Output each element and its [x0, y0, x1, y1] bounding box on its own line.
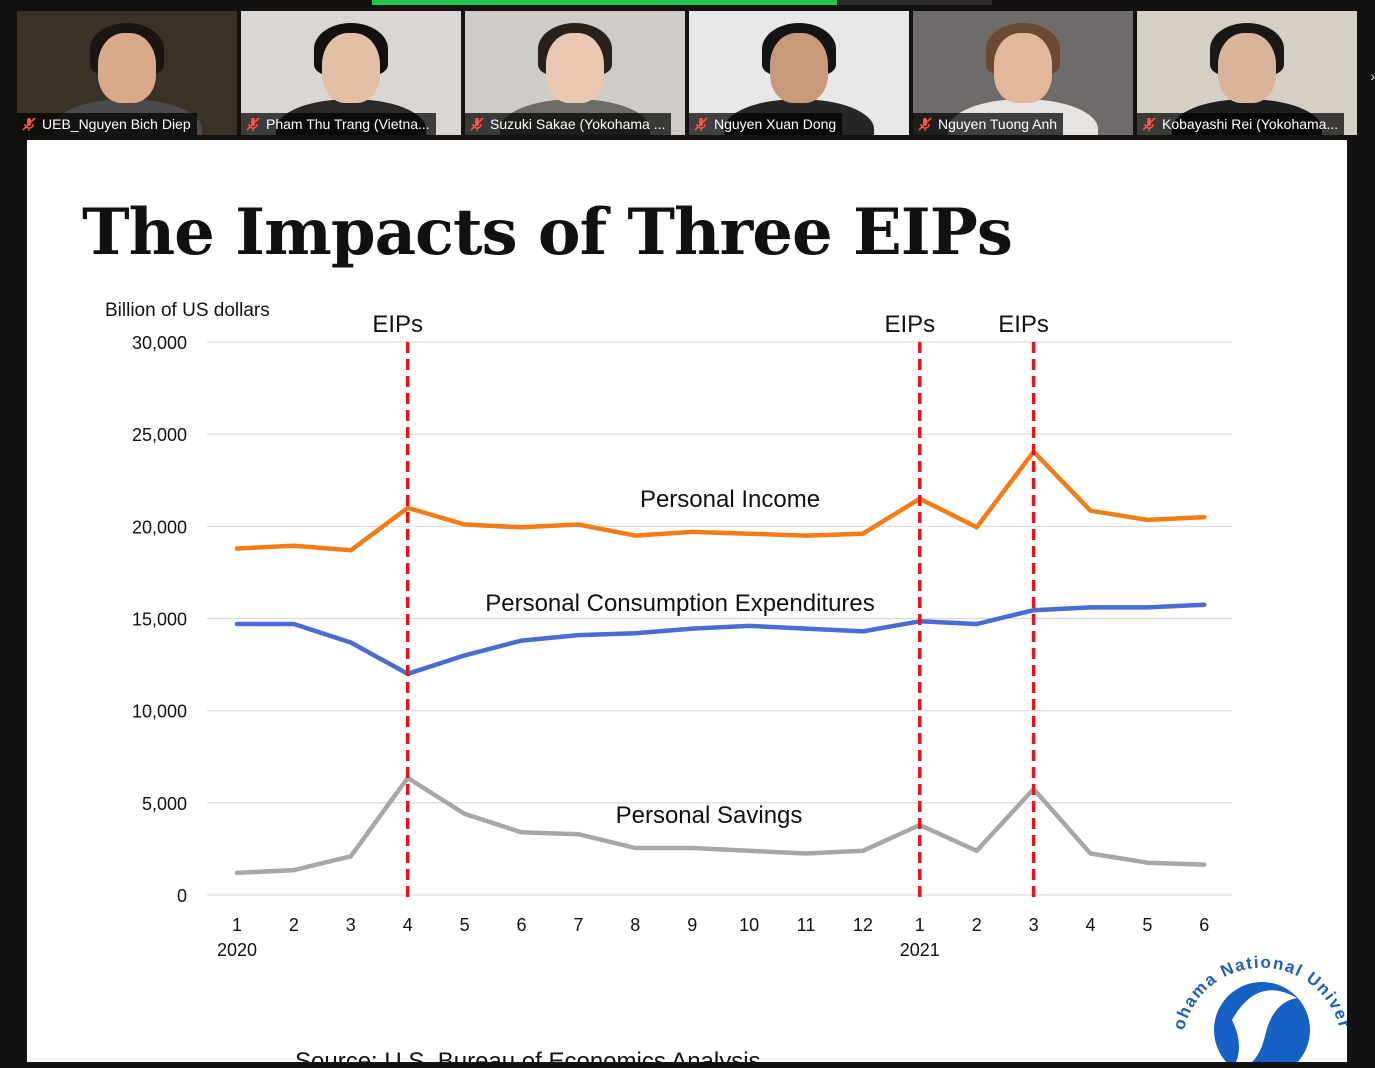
- series-label-0: Personal Income: [640, 486, 820, 513]
- x-tick-label: 2: [972, 915, 982, 935]
- participant-tile[interactable]: Pham Thu Trang (Vietna...: [241, 11, 461, 135]
- participant-face: [1218, 33, 1276, 103]
- participant-name: Pham Thu Trang (Vietna...: [266, 116, 430, 132]
- y-tick-label: 10,000: [132, 702, 187, 722]
- series-label-2: Personal Savings: [616, 802, 803, 829]
- slide-title: The Impacts of Three EIPs: [82, 195, 1013, 270]
- x-tick-label: 3: [1029, 915, 1039, 935]
- x-tick-label: 5: [1142, 915, 1152, 935]
- x-tick-label: 2: [289, 915, 299, 935]
- y-tick-label: 20,000: [132, 517, 187, 537]
- university-logo: Yokohama National University: [1162, 920, 1347, 1062]
- x-tick-label: 4: [1085, 915, 1095, 935]
- y-axis-label: Billion of US dollars: [105, 300, 270, 321]
- participant-name-bar: Nguyen Tuong Anh: [913, 113, 1064, 135]
- y-tick-label: 15,000: [132, 610, 187, 630]
- x-tick-label: 1: [915, 915, 925, 935]
- mic-muted-icon: [246, 117, 260, 131]
- y-tick-label: 25,000: [132, 425, 187, 445]
- participant-tile[interactable]: Nguyen Xuan Dong: [689, 11, 909, 135]
- participant-face: [546, 33, 604, 103]
- x-tick-label: 7: [573, 915, 583, 935]
- participant-name: Suzuki Sakae (Yokohama ...: [490, 116, 666, 132]
- participant-name-bar: Kobayashi Rei (Yokohama...: [1137, 113, 1345, 135]
- x-tick-label: 6: [516, 915, 526, 935]
- series-line-2: [234, 775, 1207, 876]
- y-tick-label: 5,000: [142, 794, 187, 814]
- y-tick-label: 0: [177, 886, 187, 906]
- participant-name: Nguyen Tuong Anh: [938, 116, 1058, 132]
- x-tick-label: 6: [1199, 915, 1209, 935]
- participant-name-bar: Suzuki Sakae (Yokohama ...: [465, 113, 672, 135]
- mic-muted-icon: [918, 117, 932, 131]
- participant-tile[interactable]: UEB_Nguyen Bich Diep: [17, 11, 237, 135]
- year-label: 2020: [217, 940, 257, 960]
- participant-name: Kobayashi Rei (Yokohama...: [1162, 116, 1339, 132]
- participant-face: [994, 33, 1052, 103]
- mic-muted-icon: [1142, 117, 1156, 131]
- participant-name: Nguyen Xuan Dong: [714, 116, 837, 132]
- series-line-0: [234, 449, 1207, 553]
- participant-name-bar: Pham Thu Trang (Vietna...: [241, 113, 436, 135]
- eip-marker-label: EIPs: [884, 311, 935, 338]
- eip-marker-label: EIPs: [998, 311, 1049, 338]
- x-tick-label: 4: [403, 915, 413, 935]
- x-tick-label: 12: [853, 915, 873, 935]
- participant-face: [770, 33, 828, 103]
- mic-muted-icon: [470, 117, 484, 131]
- participant-tile[interactable]: Suzuki Sakae (Yokohama ...: [465, 11, 685, 135]
- shared-slide: The Impacts of Three EIPs Billion of US …: [27, 140, 1347, 1062]
- participant-face: [322, 33, 380, 103]
- series-label-1: Personal Consumption Expenditures: [485, 590, 875, 617]
- participant-name-bar: Nguyen Xuan Dong: [689, 113, 843, 135]
- x-tick-label: 5: [460, 915, 470, 935]
- eip-marker-label: EIPs: [372, 311, 423, 338]
- x-tick-label: 11: [797, 915, 816, 935]
- strip-next-icon[interactable]: ›: [1370, 68, 1375, 84]
- participant-tile[interactable]: Kobayashi Rei (Yokohama...: [1137, 11, 1357, 135]
- line-chart: Billion of US dollars 0 5,000 10,000 15,000 2…: [105, 300, 1232, 960]
- y-tick-label: 30,000: [132, 333, 187, 353]
- participant-name: UEB_Nguyen Bich Diep: [42, 116, 191, 132]
- year-label: 2021: [900, 940, 940, 960]
- x-tick-label: 3: [346, 915, 356, 935]
- screen-share-progress-fill: [372, 0, 837, 5]
- mic-muted-icon: [694, 117, 708, 131]
- x-tick-label: 8: [630, 915, 640, 935]
- participant-tile[interactable]: Nguyen Tuong Anh: [913, 11, 1133, 135]
- x-tick-label: 10: [739, 915, 759, 935]
- series-line-1: [234, 602, 1207, 677]
- x-tick-label: 1: [232, 915, 242, 935]
- participant-video-strip: › UEB_Nguyen Bich Diep Pham Thu Trang (Vi…: [0, 8, 1375, 136]
- participant-name-bar: UEB_Nguyen Bich Diep: [17, 113, 197, 135]
- source-note: Source: U.S. Bureau of Economics Analysi…: [295, 1048, 761, 1062]
- screen-share-progress-bar: [372, 0, 992, 5]
- mic-muted-icon: [22, 117, 36, 131]
- x-tick-label: 9: [687, 915, 697, 935]
- participant-face: [98, 33, 156, 103]
